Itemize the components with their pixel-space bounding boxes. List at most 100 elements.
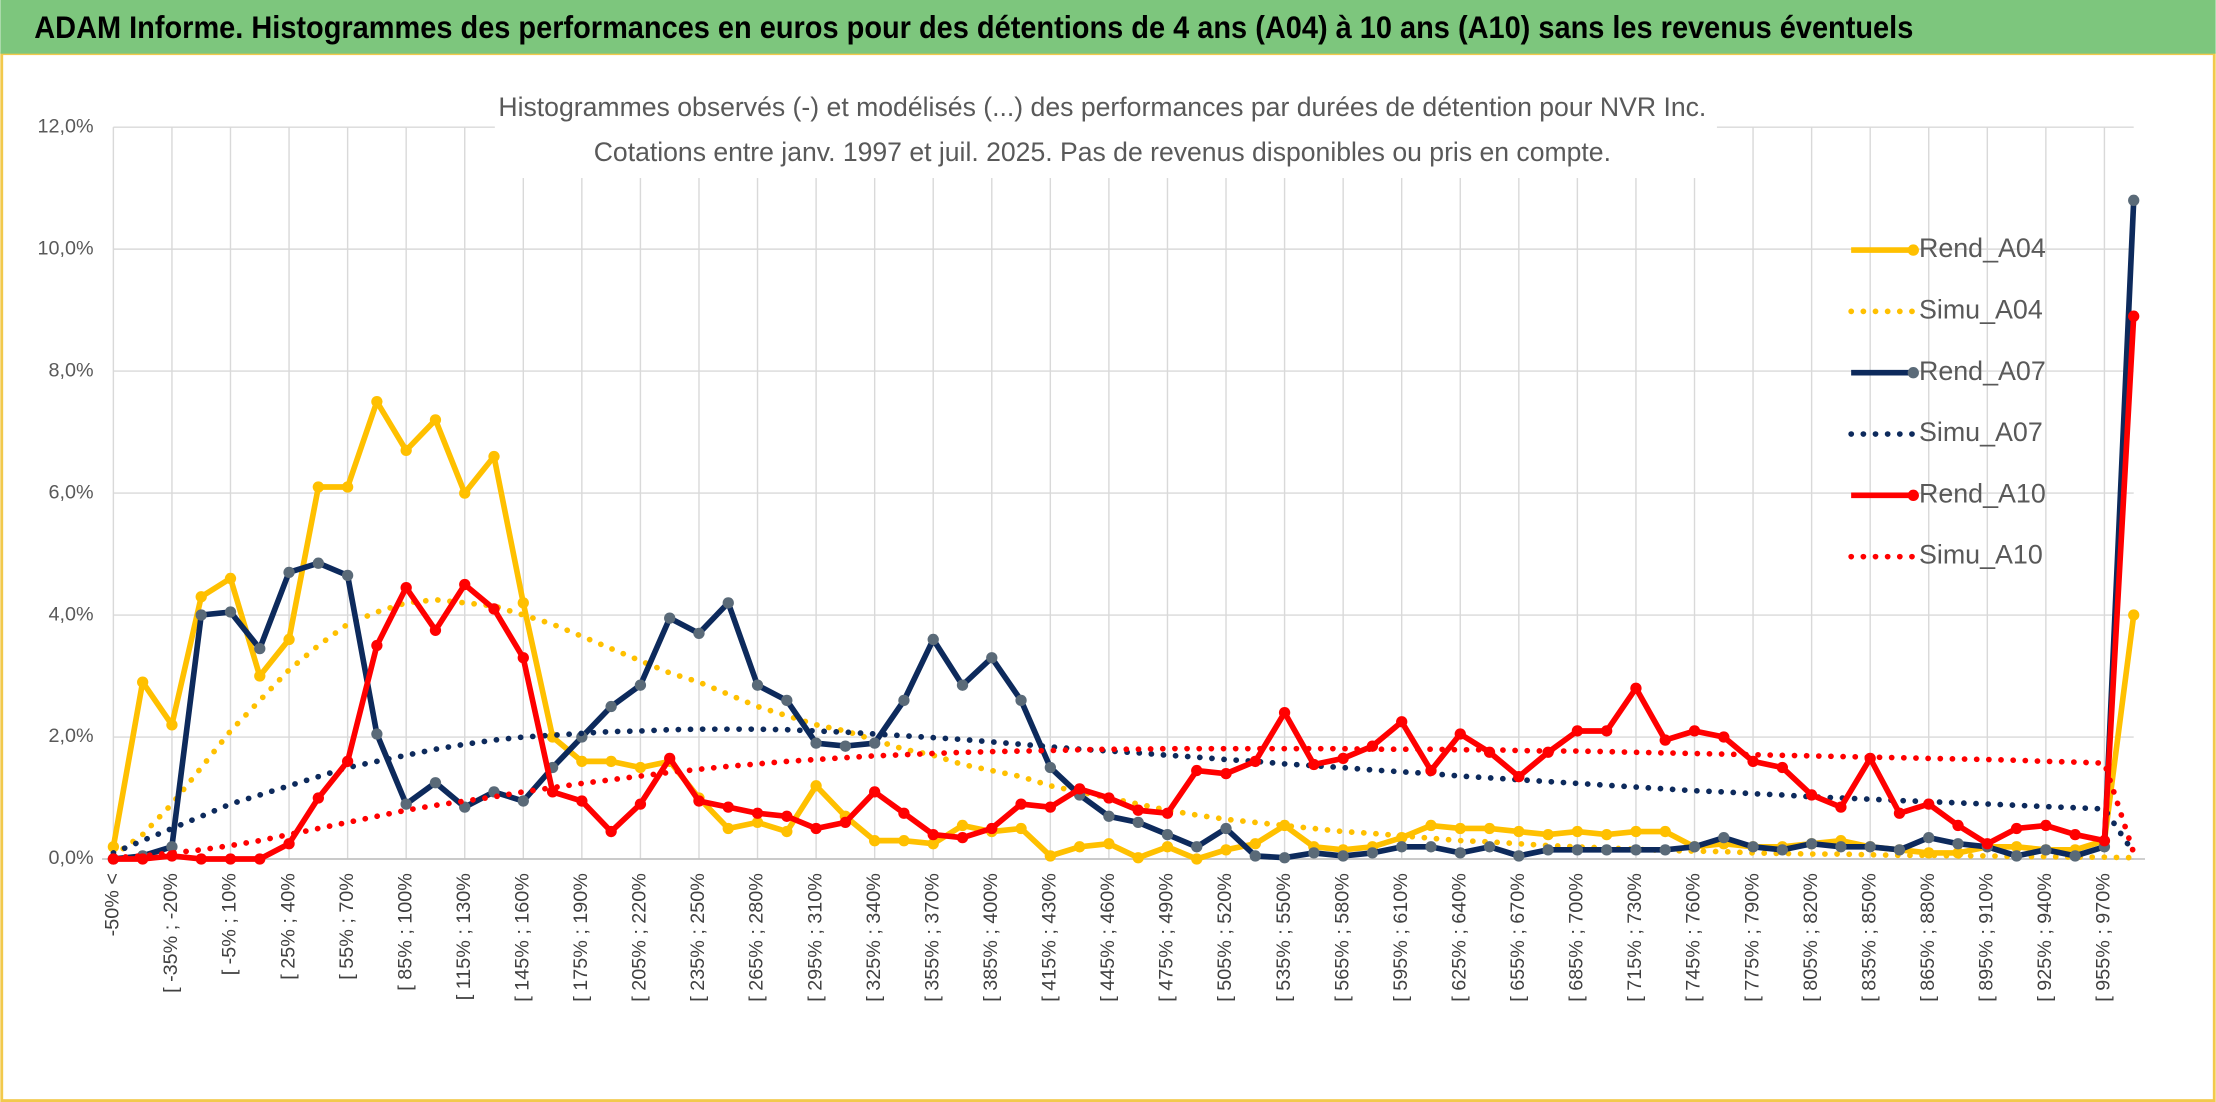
marker — [1425, 841, 1437, 853]
x-tick-label: [ 415% ; 430% — [1039, 873, 1061, 1002]
marker — [722, 597, 734, 609]
marker — [1747, 841, 1759, 853]
marker — [986, 652, 998, 664]
marker — [1952, 838, 1964, 850]
marker — [1513, 825, 1525, 838]
y-tick-label: 12,0% — [38, 115, 94, 137]
marker — [605, 700, 617, 713]
marker — [1601, 725, 1613, 737]
marker — [1044, 761, 1056, 774]
legend-marker — [1907, 367, 1919, 379]
marker — [1308, 847, 1320, 859]
marker — [2010, 822, 2023, 835]
marker — [2010, 841, 2023, 853]
marker — [312, 557, 324, 569]
marker — [1103, 792, 1115, 804]
marker — [1805, 789, 1818, 801]
marker — [224, 572, 237, 585]
marker — [312, 481, 324, 493]
marker — [1718, 731, 1730, 743]
marker — [283, 633, 295, 646]
marker — [810, 822, 822, 835]
marker — [1893, 807, 1906, 819]
marker — [312, 792, 324, 804]
marker — [722, 822, 734, 835]
marker — [400, 444, 412, 457]
marker — [693, 795, 705, 807]
marker — [605, 825, 617, 838]
marker — [1073, 841, 1086, 853]
x-tick-label: [ 745% ; 760% — [1683, 873, 1705, 1002]
marker — [634, 761, 647, 774]
marker — [2010, 850, 2023, 862]
marker — [429, 414, 442, 426]
marker — [254, 670, 266, 682]
marker — [1659, 734, 1671, 746]
marker — [2128, 609, 2140, 621]
y-tick-label: 4,0% — [49, 603, 94, 625]
marker — [1396, 841, 1408, 853]
model-line — [110, 745, 2137, 861]
marker — [576, 755, 588, 768]
header-bar — [0, 0, 2216, 54]
legend-label: Simu_A07 — [1919, 417, 2043, 447]
marker — [956, 819, 969, 832]
marker — [1454, 847, 1466, 859]
marker — [517, 795, 529, 807]
marker — [517, 597, 529, 609]
marker — [1747, 755, 1759, 768]
marker — [1161, 841, 1174, 853]
marker — [341, 569, 354, 582]
marker — [1601, 828, 1613, 841]
marker — [1659, 825, 1671, 838]
marker — [1718, 831, 1730, 844]
x-tick-label: [ 625% ; 640% — [1448, 873, 1470, 1002]
marker — [751, 816, 764, 829]
marker — [1571, 844, 1584, 856]
y-tick-label: 2,0% — [49, 725, 94, 747]
marker — [2128, 310, 2140, 322]
x-tick-label: [ 145% ; 160% — [512, 873, 534, 1002]
marker — [371, 395, 383, 408]
marker — [869, 786, 881, 798]
marker — [1864, 841, 1876, 853]
marker — [1396, 716, 1408, 728]
marker — [1161, 807, 1174, 819]
marker — [1776, 761, 1788, 774]
marker — [1073, 783, 1086, 795]
x-tick-label: [ 805% ; 820% — [1800, 873, 1822, 1002]
marker — [1893, 844, 1906, 856]
x-tick-label: [ 895% ; 910% — [1976, 873, 1998, 1002]
marker — [898, 807, 910, 819]
marker — [869, 737, 881, 749]
marker — [1191, 764, 1203, 777]
marker — [1249, 850, 1261, 862]
observed-line — [110, 313, 2137, 862]
x-tick-label: [ 865% ; 880% — [1917, 873, 1939, 1002]
marker — [400, 581, 412, 594]
marker — [371, 639, 383, 652]
marker — [1132, 852, 1144, 864]
marker — [927, 633, 939, 646]
x-tick-label: [ 175% ; 190% — [570, 873, 592, 1002]
model-line — [110, 596, 2137, 861]
marker — [1542, 844, 1554, 856]
observed-line — [110, 197, 2137, 862]
x-tick-label: [ 385% ; 400% — [980, 873, 1002, 1002]
marker — [1835, 801, 1847, 813]
marker — [2040, 819, 2052, 832]
marker — [1923, 831, 1935, 844]
legend-label: Simu_A04 — [1919, 294, 2043, 324]
marker — [1483, 841, 1496, 853]
marker — [781, 810, 793, 822]
x-tick-label: [ 955% ; 970% — [2093, 873, 2115, 1002]
y-tick-label: 8,0% — [49, 359, 94, 381]
marker — [283, 838, 295, 850]
marker — [634, 679, 647, 691]
x-tick-label: [ 535% ; 550% — [1273, 873, 1295, 1002]
marker — [927, 828, 939, 841]
model-line — [110, 726, 2137, 856]
marker — [283, 566, 295, 579]
